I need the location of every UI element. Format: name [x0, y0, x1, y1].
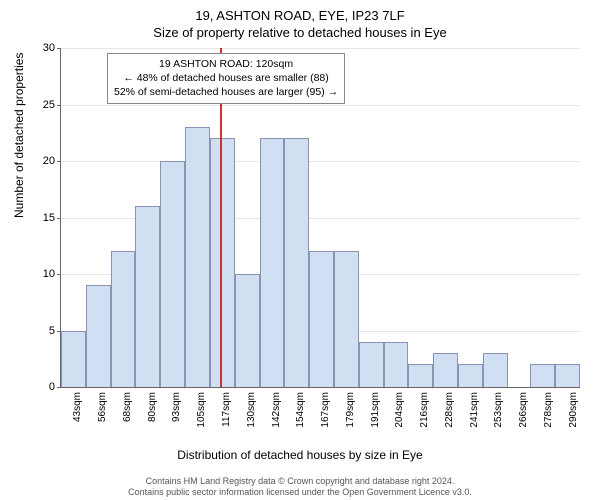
- bar: [135, 206, 160, 387]
- x-tick: 117sqm: [209, 388, 234, 448]
- y-tick: 5: [49, 325, 61, 337]
- footer: Contains HM Land Registry data © Crown c…: [0, 476, 600, 498]
- bar: [483, 353, 508, 387]
- bar: [384, 342, 409, 387]
- x-tick: 241sqm: [456, 388, 481, 448]
- x-tick: 130sqm: [233, 388, 258, 448]
- x-labels-container: 43sqm56sqm68sqm80sqm93sqm105sqm117sqm130…: [60, 388, 580, 448]
- x-tick: 154sqm: [283, 388, 308, 448]
- bar: [408, 364, 433, 387]
- x-tick: 93sqm: [159, 388, 184, 448]
- x-tick: 266sqm: [506, 388, 531, 448]
- bar: [235, 274, 260, 387]
- x-axis-label: Distribution of detached houses by size …: [0, 448, 600, 462]
- bar: [160, 161, 185, 387]
- x-tick: 179sqm: [332, 388, 357, 448]
- y-tick: 15: [43, 212, 61, 224]
- x-tick: 204sqm: [382, 388, 407, 448]
- info-line-2: ← 48% of detached houses are smaller (88…: [114, 71, 338, 85]
- chart-area: 19 ASHTON ROAD: 120sqm ← 48% of detached…: [60, 48, 580, 388]
- y-tick: 10: [43, 268, 61, 280]
- bar: [334, 251, 359, 387]
- x-tick: 167sqm: [308, 388, 333, 448]
- x-tick: 191sqm: [357, 388, 382, 448]
- bar: [260, 138, 285, 387]
- super-title: 19, ASHTON ROAD, EYE, IP23 7LF: [0, 0, 600, 23]
- x-tick: 105sqm: [184, 388, 209, 448]
- info-line-1: 19 ASHTON ROAD: 120sqm: [114, 57, 338, 71]
- bar: [61, 331, 86, 388]
- footer-line-2: Contains public sector information licen…: [0, 487, 600, 498]
- info-box: 19 ASHTON ROAD: 120sqm ← 48% of detached…: [107, 53, 345, 104]
- y-axis-label: Number of detached properties: [12, 53, 26, 218]
- x-tick: 253sqm: [481, 388, 506, 448]
- plot: 19 ASHTON ROAD: 120sqm ← 48% of detached…: [60, 48, 580, 388]
- x-tick: 228sqm: [431, 388, 456, 448]
- bar: [111, 251, 136, 387]
- bar: [359, 342, 384, 387]
- bar: [458, 364, 483, 387]
- chart-title: Size of property relative to detached ho…: [0, 23, 600, 40]
- bar: [530, 364, 555, 387]
- bar: [86, 285, 111, 387]
- x-tick: 68sqm: [110, 388, 135, 448]
- y-tick: 30: [43, 42, 61, 54]
- y-tick: 20: [43, 155, 61, 167]
- x-tick: 290sqm: [555, 388, 580, 448]
- x-tick: 56sqm: [85, 388, 110, 448]
- x-tick: 43sqm: [60, 388, 85, 448]
- bar: [185, 127, 210, 387]
- footer-line-1: Contains HM Land Registry data © Crown c…: [0, 476, 600, 487]
- info-line-3: 52% of semi-detached houses are larger (…: [114, 85, 338, 99]
- x-tick: 278sqm: [531, 388, 556, 448]
- x-tick: 142sqm: [258, 388, 283, 448]
- y-tick: 25: [43, 99, 61, 111]
- x-tick: 216sqm: [407, 388, 432, 448]
- bar: [284, 138, 309, 387]
- bar: [433, 353, 458, 387]
- x-tick: 80sqm: [134, 388, 159, 448]
- bar: [309, 251, 334, 387]
- bar: [555, 364, 580, 387]
